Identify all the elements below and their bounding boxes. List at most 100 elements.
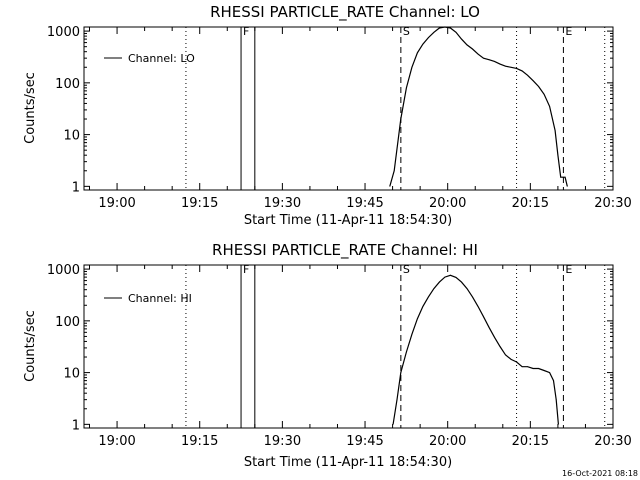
- panel-hi-title: RHESSI PARTICLE_RATE Channel: HI: [212, 241, 478, 260]
- panel-lo-x-tick-label-1900: 19:00: [98, 196, 135, 211]
- panel-hi-data-point: [494, 336, 495, 338]
- panel-hi-data-point: [450, 274, 451, 276]
- panel-lo-series-line: [389, 26, 568, 187]
- panel-hi-data-point: [428, 296, 429, 298]
- panel-hi-y-axis-label: Counts/sec: [23, 310, 38, 382]
- panel-lo-data-point: [472, 48, 473, 50]
- panel-hi-data-point: [477, 306, 479, 307]
- panel-lo-marker-label-s: S: [403, 25, 410, 38]
- panel-hi-y-tick-label-1000: 1000: [47, 263, 80, 278]
- panel-lo-data-point: [505, 65, 506, 67]
- panel-lo-x-axis-label: Start Time (11-Apr-11 18:54:30): [244, 213, 452, 228]
- panel-hi-data-point: [488, 326, 490, 328]
- panel-lo-data-point: [494, 60, 495, 62]
- panel-hi-data-point: [505, 354, 506, 356]
- panel-lo-data-point: [422, 43, 424, 45]
- panel-hi-data-point: [439, 281, 440, 283]
- panel-hi: RHESSI PARTICLE_RATE Channel: HI 1 10 10…: [23, 241, 632, 470]
- panel-hi-data-point: [499, 346, 501, 347]
- panel-lo-data-point: [455, 31, 457, 33]
- panel-lo-data-point: [439, 27, 440, 29]
- panel-lo-data-point: [516, 68, 517, 69]
- panel-lo-x-tick-label-2000: 20:00: [429, 196, 466, 211]
- panel-hi-data-point: [521, 366, 523, 368]
- panel-lo-data-point: [557, 154, 559, 156]
- panel-lo-marker-label-e: E: [565, 25, 572, 38]
- panel-hi-data-point: [455, 277, 457, 278]
- panel-lo-x-tick-label-1930: 19:30: [264, 196, 301, 211]
- panel-hi-data-point: [433, 288, 435, 289]
- panel-lo-marker-label-f: F: [243, 25, 249, 38]
- panel-lo-data-point: [428, 37, 429, 38]
- panel-lo-data-point: [510, 66, 512, 68]
- panel-hi-marker-label-e: E: [565, 263, 572, 276]
- generation-timestamp: 16-Oct-2021 08:18: [562, 469, 638, 478]
- panel-hi-data-point: [461, 281, 462, 283]
- panel-hi-data-point: [538, 368, 540, 369]
- panel-lo-x-tick-label-2030: 20:30: [594, 196, 631, 211]
- panel-hi-data-point: [422, 306, 424, 307]
- panel-hi-x-axis-label: Start Time (11-Apr-11 18:54:30): [244, 455, 452, 470]
- panel-hi-x-tick-label-2000: 20:00: [429, 434, 466, 449]
- panel-lo-y-tick-label-10: 10: [63, 129, 80, 144]
- panel-hi-data-point: [527, 366, 528, 368]
- panel-hi-data-point: [510, 358, 512, 360]
- panel-hi-data-point: [400, 372, 402, 373]
- panel-hi-marker-label-s: S: [403, 263, 410, 276]
- panel-hi-data-point: [558, 423, 559, 425]
- panel-hi-data-point: [543, 370, 545, 371]
- panel-lo-title: RHESSI PARTICLE_RATE Channel: LO: [210, 3, 480, 22]
- panel-hi-data-point: [466, 288, 468, 289]
- panel-lo-data-point: [444, 26, 446, 28]
- panel-hi-frame: [83, 264, 614, 429]
- panel-lo-data-point: [450, 27, 451, 29]
- panel-lo-data-point: [561, 176, 563, 178]
- panel-hi-data-point: [392, 423, 394, 425]
- panel-lo-data-point: [499, 63, 501, 65]
- panel-hi-data-point: [532, 368, 534, 369]
- panel-lo-data-point: [416, 52, 418, 54]
- panel-lo-data-point: [543, 93, 545, 95]
- panel-hi-data-point: [405, 351, 407, 353]
- panel-lo-data-point: [554, 130, 556, 131]
- panel-hi-x-tick-label-2015: 20:15: [512, 434, 549, 449]
- panel-hi-x-tick-label-1945: 19:45: [346, 434, 383, 449]
- panel-hi-data-point: [396, 399, 398, 401]
- panel-lo-data-point: [566, 185, 568, 187]
- panel-lo-x-tick-label-1945: 19:45: [346, 196, 383, 211]
- panel-hi-data-point: [516, 361, 517, 363]
- panel-lo-data-point: [461, 38, 462, 40]
- panel-lo-y-ticks: 1 10 100 1000: [47, 25, 80, 195]
- panel-lo-data-point: [477, 53, 479, 55]
- panel-hi-marker-label-f: F: [243, 263, 249, 276]
- panel-lo-data-point: [400, 118, 402, 120]
- panel-lo-x-ticks: 19:00 19:15 19:30 19:45 20:00 20:15 20:3…: [98, 196, 631, 211]
- panel-lo-legend-label: Channel: LO: [128, 52, 195, 65]
- panel-hi-data-point: [555, 399, 557, 401]
- panel-lo-data-point: [389, 185, 391, 187]
- panel-lo-y-tick-label-1: 1: [72, 180, 80, 195]
- panel-lo-y-tick-label-100: 100: [55, 77, 80, 92]
- panel-lo-data-point: [560, 176, 562, 178]
- panel-hi-x-tick-label-1915: 19:15: [181, 434, 218, 449]
- panel-hi-data-point: [411, 333, 413, 335]
- panel-hi-data-point: [483, 316, 484, 318]
- panel-lo-data-point: [405, 87, 407, 89]
- panel-lo-data-point: [564, 176, 566, 178]
- panel-lo-data-point: [488, 59, 490, 61]
- panel-lo-data-point: [483, 57, 484, 59]
- panel-hi-data-point: [549, 372, 551, 373]
- panel-lo-data-point: [411, 66, 413, 68]
- panel-hi-data-point: [416, 318, 418, 320]
- panel-hi-y-tick-label-10: 10: [63, 367, 80, 382]
- panel-hi-series-line: [392, 274, 559, 425]
- panel-hi-y-ticks: 1 10 100 1000: [47, 263, 80, 433]
- panel-lo-data-point: [532, 80, 534, 82]
- panel-lo-data-point: [433, 31, 435, 33]
- panel-hi-y-tick-label-100: 100: [55, 315, 80, 330]
- panel-lo-data-point: [393, 170, 395, 172]
- panel-hi-x-tick-label-1900: 19:00: [98, 434, 135, 449]
- panel-hi-data-point: [444, 276, 446, 278]
